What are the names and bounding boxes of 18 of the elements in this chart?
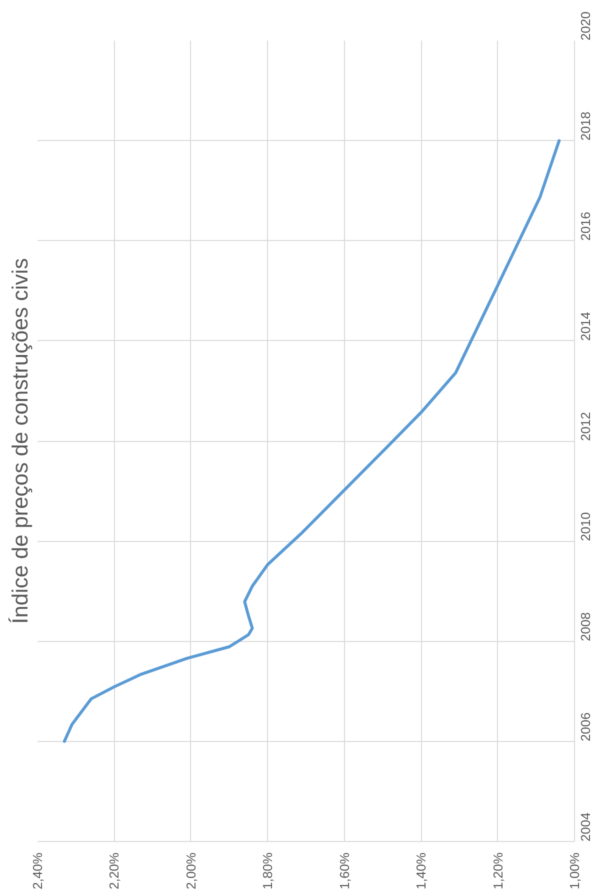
y-tick-label: 2014 <box>578 312 593 341</box>
y-tick-label: 2012 <box>578 412 593 441</box>
x-tick-label: 1,60% <box>336 852 352 890</box>
y-tick-label: 2018 <box>578 112 593 141</box>
x-tick-label: 1,20% <box>490 852 506 890</box>
x-tick-label: 1,40% <box>414 852 429 890</box>
x-tick-label: 2,40% <box>30 852 45 890</box>
x-tick-label: 2,00% <box>183 852 198 890</box>
x-tick-label: 2,20% <box>106 852 122 890</box>
y-tick-label: 2004 <box>578 812 593 842</box>
y-tick-label: 2008 <box>578 612 593 642</box>
y-tick-label: 2010 <box>578 512 593 542</box>
y-tick-label: 2020 <box>578 12 593 40</box>
x-tick-label: 1,80% <box>260 852 276 890</box>
y-tick-label: 2016 <box>578 212 593 241</box>
x-tick-label: 1,00% <box>567 852 582 890</box>
y-tick-label: 2006 <box>578 712 593 742</box>
text: Índice de preços de construções civis <box>8 258 32 624</box>
